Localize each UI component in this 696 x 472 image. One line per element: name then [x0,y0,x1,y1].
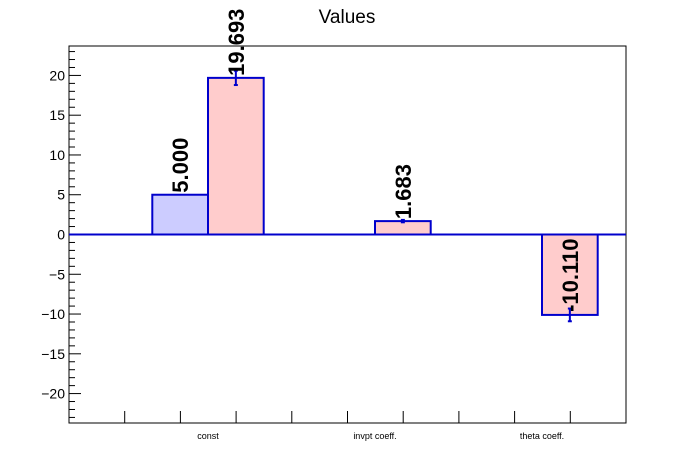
x-axis: const invpt coeff. theta coeff. [124,411,571,441]
x-category-label: invpt coeff. [353,431,396,441]
bar [207,76,265,236]
y-tick-label: 15 [49,107,65,123]
chart-title: Values [319,7,376,28]
error-bar [400,218,405,224]
data-label: -10.110 [558,239,583,312]
data-label: 5.000 [168,138,193,193]
y-tick-label: −20 [41,386,65,402]
y-tick-label: 20 [49,67,65,83]
error-bar [233,69,238,87]
error-bar [567,307,572,323]
bars [69,69,626,323]
data-label: 19.693 [224,9,249,76]
y-tick-label: 0 [57,227,65,243]
y-tick-label: −5 [49,266,65,282]
data-label: 1.683 [391,164,416,219]
y-tick-label: 5 [57,187,65,203]
y-axis: −20 −15 −10 −5 0 5 10 15 20 [41,51,81,418]
x-category-label: const [197,431,219,441]
y-tick-label: −15 [41,346,65,362]
y-tick-label: −10 [41,306,65,322]
x-category-label: theta coeff. [520,431,564,441]
y-tick-label: 10 [49,147,65,163]
bar [541,233,599,316]
data-labels: 5.000 19.693 1.683 -10.110 [168,9,583,312]
bar [151,193,210,236]
